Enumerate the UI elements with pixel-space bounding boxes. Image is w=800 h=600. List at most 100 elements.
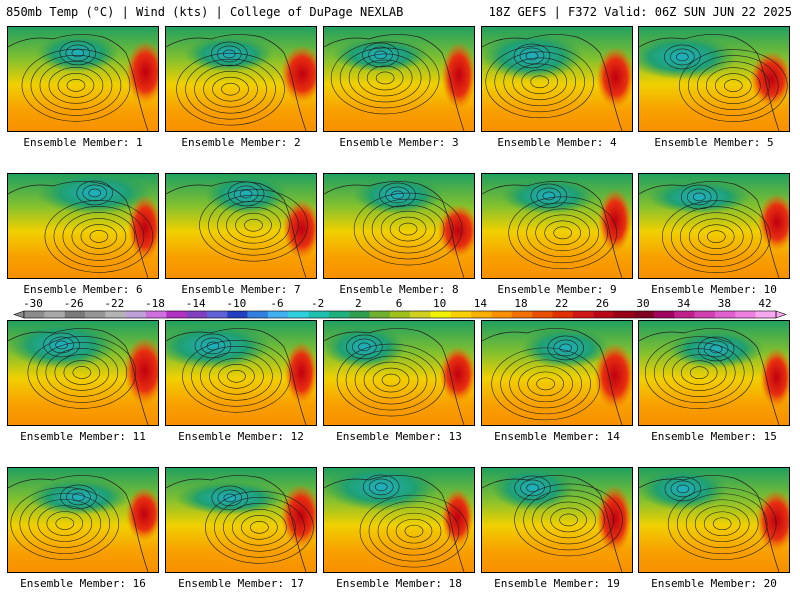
colorbar-tick-label: 30 <box>636 297 649 310</box>
ensemble-panel-17 <box>165 467 317 573</box>
temperature-field-map <box>324 174 474 278</box>
colorbar-swatch <box>532 311 553 318</box>
colorbar-tick-label: -18 <box>145 297 165 310</box>
colorbar-swatch <box>64 311 86 318</box>
temperature-field-map <box>482 468 632 572</box>
ensemble-member-label: Ensemble Member: 2 <box>181 136 301 149</box>
ensemble-member-label: Ensemble Member: 9 <box>497 283 617 296</box>
colorbar-swatch <box>44 311 65 318</box>
colorbar-swatch <box>633 311 655 318</box>
ensemble-panel-5 <box>638 26 790 132</box>
ensemble-member-label: Ensemble Member: 14 <box>494 430 620 443</box>
ensemble-member-label: Ensemble Member: 17 <box>178 577 304 590</box>
temperature-field-map <box>324 27 474 131</box>
temperature-field-map <box>639 27 789 131</box>
ensemble-member-label: Ensemble Member: 16 <box>20 577 146 590</box>
ensemble-member-label: Ensemble Member: 4 <box>497 136 617 149</box>
colorbar-swatch <box>410 311 431 318</box>
colorbar-tick-label: 14 <box>474 297 488 310</box>
colorbar-swatch <box>186 311 208 318</box>
temperature-field-map <box>166 321 316 425</box>
temperature-field-map <box>482 27 632 131</box>
temperature-field-map <box>8 27 158 131</box>
ensemble-panel-19 <box>481 467 633 573</box>
colorbar-tick-label: 38 <box>718 297 731 310</box>
temperature-field-map <box>639 321 789 425</box>
colorbar-tick-label: -26 <box>64 297 84 310</box>
temperature-field-map <box>482 174 632 278</box>
temperature-field-map <box>324 321 474 425</box>
colorbar-max-arrow <box>775 310 787 319</box>
colorbar-swatch <box>674 311 695 318</box>
temperature-field-map <box>166 468 316 572</box>
ensemble-member-label: Ensemble Member: 5 <box>654 136 774 149</box>
ensemble-panel-14 <box>481 320 633 426</box>
colorbar-swatch <box>166 311 187 318</box>
colorbar-swatch <box>145 311 167 318</box>
ensemble-panel-10 <box>638 173 790 279</box>
ensemble-panel-4 <box>481 26 633 132</box>
temperature-field-map <box>324 468 474 572</box>
colorbar-swatch <box>755 311 777 318</box>
colorbar-tick-label: -2 <box>311 297 324 310</box>
colorbar-swatch <box>593 311 614 318</box>
ensemble-member-label: Ensemble Member: 20 <box>651 577 777 590</box>
ensemble-member-label: Ensemble Member: 6 <box>23 283 143 296</box>
temperature-field-map <box>8 468 158 572</box>
ensemble-panel-15 <box>638 320 790 426</box>
colorbar-tick-label: -30 <box>23 297 43 310</box>
ensemble-panel-13 <box>323 320 475 426</box>
colorbar-outline <box>23 310 777 319</box>
ensemble-panel-7 <box>165 173 317 279</box>
colorbar-swatch <box>206 311 228 318</box>
colorbar-swatch <box>654 311 675 318</box>
valid-time: 18Z GEFS | F372 Valid: 06Z SUN JUN 22 20… <box>488 5 792 19</box>
colorbar-tick-label: 18 <box>514 297 527 310</box>
ensemble-panel-16 <box>7 467 159 573</box>
temperature-field-map <box>166 27 316 131</box>
colorbar-tick-label: -22 <box>104 297 124 310</box>
colorbar-swatch <box>491 311 512 318</box>
map-title: 850mb Temp (°C) | Wind (kts) | College o… <box>6 5 404 19</box>
colorbar-tick-label: 26 <box>596 297 609 310</box>
colorbar-tick-label: -14 <box>186 297 206 310</box>
ensemble-member-label: Ensemble Member: 7 <box>181 283 301 296</box>
ensemble-panel-1 <box>7 26 159 132</box>
colorbar-tick-label: 2 <box>355 297 362 310</box>
temperature-field-map <box>639 468 789 572</box>
colorbar-tick-label: -10 <box>226 297 246 310</box>
temperature-field-map <box>482 321 632 425</box>
colorbar-swatch <box>125 311 147 318</box>
colorbar-tick-label: -6 <box>270 297 283 310</box>
colorbar-swatch <box>349 311 370 318</box>
colorbar-swatch <box>288 311 309 318</box>
colorbar-swatch <box>735 311 756 318</box>
colorbar-min-arrow <box>13 310 25 319</box>
ensemble-member-label: Ensemble Member: 1 <box>23 136 143 149</box>
colorbar-tick-label: 22 <box>555 297 568 310</box>
colorbar-tick-label: 42 <box>758 297 771 310</box>
colorbar-swatch <box>430 311 452 318</box>
ensemble-member-label: Ensemble Member: 13 <box>336 430 462 443</box>
ensemble-panel-6 <box>7 173 159 279</box>
colorbar-tick-label: 6 <box>396 297 403 310</box>
colorbar-swatch <box>105 311 126 318</box>
colorbar-swatch <box>552 311 573 318</box>
colorbar-swatch <box>267 311 289 318</box>
colorbar-swatch <box>613 311 634 318</box>
ensemble-member-label: Ensemble Member: 19 <box>494 577 620 590</box>
colorbar-swatch <box>450 311 472 318</box>
ensemble-panel-3 <box>323 26 475 132</box>
temperature-colorbar: -30 -26 -22 -18 -14 -10 -6 -2 2 6 10 14 18 22 26 30 34 38… <box>13 297 787 319</box>
temperature-field-map <box>166 174 316 278</box>
ensemble-member-label: Ensemble Member: 3 <box>339 136 459 149</box>
colorbar-swatch <box>369 311 391 318</box>
ensemble-panel-9 <box>481 173 633 279</box>
colorbar-swatch <box>247 311 269 318</box>
ensemble-panel-20 <box>638 467 790 573</box>
colorbar-swatch <box>511 311 533 318</box>
colorbar-swatch <box>308 311 330 318</box>
ensemble-panel-18 <box>323 467 475 573</box>
temperature-field-map <box>8 321 158 425</box>
colorbar-tick-label: 34 <box>677 297 691 310</box>
